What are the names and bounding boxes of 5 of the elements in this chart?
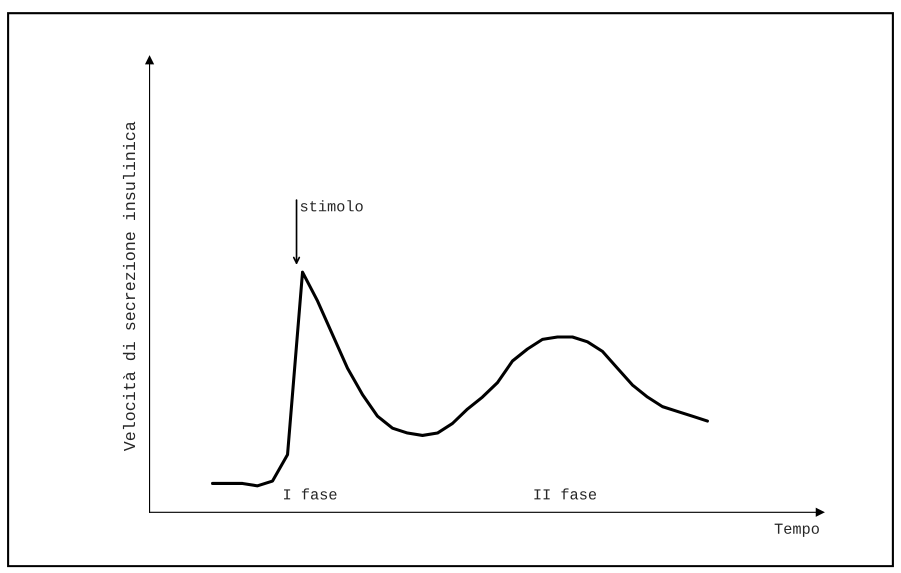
text: stimolo [300, 200, 363, 212]
x-axis-title: Tempo [774, 524, 819, 537]
annotation: II fase [534, 488, 596, 500]
annotation: I fase [284, 488, 337, 500]
y-axis-title: Velocità di secrezione insulinica [122, 122, 136, 452]
